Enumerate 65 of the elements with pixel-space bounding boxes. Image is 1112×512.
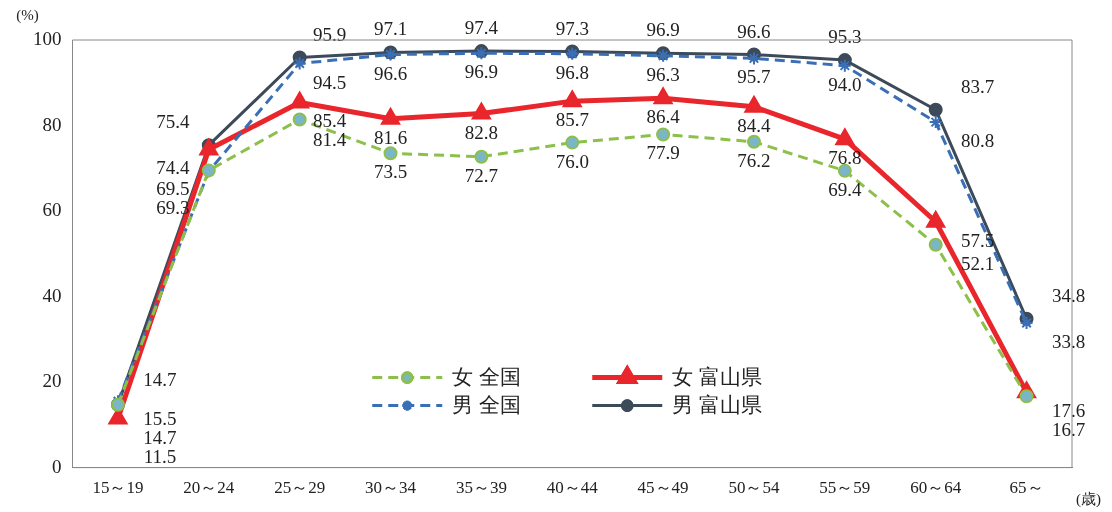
legend-label: 女 全国 [452,365,521,390]
data-label: 15.5 [143,407,177,429]
data-label: 85.7 [555,109,589,131]
data-label: 96.3 [646,63,680,85]
data-label: 94.5 [313,71,347,93]
data-label: 96.9 [464,61,499,83]
data-label: 95.7 [737,66,771,88]
data-label: 81.6 [373,126,408,148]
y-tick-label: 100 [33,27,62,49]
x-tick-label: 60～64 [910,478,962,498]
x-tick-label: 45～49 [637,478,689,498]
x-tick-label: 55～59 [819,478,871,498]
data-label: 14.7 [143,426,177,448]
data-label: 81.4 [313,129,347,151]
data-label: 84.4 [737,114,772,136]
y-axis-title: (%) [16,6,39,24]
data-label: 94.0 [828,73,862,95]
data-label: 74.4 [156,157,190,179]
data-label: 86.4 [646,106,681,128]
data-label: 11.5 [143,445,177,467]
x-axis-title: (歳) [1076,490,1101,508]
x-tick-label: 35～39 [455,478,507,498]
data-label: 96.6 [737,20,771,42]
data-label: 76.0 [555,150,589,172]
data-label: 17.6 [1051,400,1086,422]
data-label: 69.5 [156,178,190,200]
data-label: 96.8 [555,61,589,83]
data-label: 69.4 [828,178,862,200]
data-label: 52.1 [961,252,995,274]
y-tick-label: 60 [42,199,62,221]
data-label: 82.8 [464,121,499,143]
data-label: 73.5 [373,161,408,183]
y-tick-label: 20 [42,370,62,392]
data-label: 16.7 [1051,419,1086,441]
data-label: 76.8 [828,147,862,169]
x-tick-label: 25～29 [274,478,326,498]
y-tick-label: 40 [42,284,62,306]
data-label: 95.9 [313,23,347,45]
data-label: 96.6 [373,62,408,84]
data-label: 14.7 [143,369,177,391]
data-label: 33.8 [1051,331,1086,353]
data-label: 95.3 [828,26,862,48]
x-tick-label: 15～19 [92,478,144,498]
x-tick-label: 20～24 [183,478,235,498]
legend-label: 男 富山県 [672,393,762,418]
data-label: 72.7 [464,164,499,186]
data-label: 83.7 [961,75,995,97]
data-label: 85.4 [313,110,347,132]
legend-label: 女 富山県 [672,365,762,390]
data-label: 97.1 [373,18,408,40]
data-label: 75.4 [156,111,190,133]
data-label: 80.8 [961,130,995,152]
x-tick-label: 65～ [1009,478,1044,498]
x-tick-label: 30～34 [365,478,417,498]
data-label: 76.2 [737,149,771,171]
x-tick-label: 50～54 [728,478,780,498]
data-label: 34.8 [1051,284,1086,306]
data-label: 96.9 [646,19,680,41]
data-label: 97.3 [555,17,589,39]
legend-label: 男 全国 [452,393,521,418]
data-label: 97.4 [464,17,499,39]
y-tick-label: 80 [42,113,62,135]
x-tick-label: 40～44 [546,478,599,498]
data-label: 77.9 [646,142,680,164]
y-tick-label: 0 [52,455,62,477]
